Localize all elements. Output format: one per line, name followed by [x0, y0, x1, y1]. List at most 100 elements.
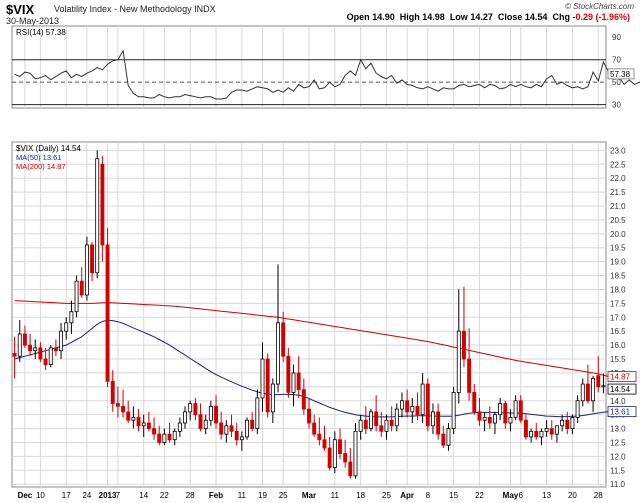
candlestick: [48, 345, 53, 368]
candle-body: [529, 430, 534, 438]
candle-body: [157, 433, 162, 443]
candlestick: [22, 325, 27, 348]
candlestick: [301, 378, 306, 415]
candle-body: [136, 417, 141, 427]
x-axis-label: Mar: [302, 491, 316, 500]
chg-label: Chg: [552, 12, 570, 22]
candlestick: [208, 400, 213, 426]
candlestick: [115, 386, 120, 418]
candlestick: [152, 417, 156, 440]
candle-body: [172, 430, 177, 441]
rsi-line: [14, 49, 640, 100]
candlestick: [379, 411, 384, 437]
candle-body: [105, 244, 110, 382]
candlestick: [332, 431, 337, 474]
candle-body: [307, 408, 311, 424]
price-tick-label: 21.5: [610, 188, 626, 197]
candle-body: [12, 353, 17, 357]
candle-body: [425, 383, 430, 427]
candlestick: [456, 289, 461, 404]
candlestick: [384, 414, 389, 440]
candlestick: [162, 428, 167, 446]
candle-body: [379, 425, 384, 432]
candlestick: [214, 395, 218, 429]
candlestick: [59, 322, 64, 360]
candle-body: [208, 405, 213, 421]
candle-body: [276, 322, 280, 385]
x-axis-label: 18: [356, 491, 365, 500]
candle-body: [369, 411, 373, 429]
candlestick: [141, 414, 146, 437]
candle-body: [477, 411, 482, 421]
rsi-tick-label: 90: [612, 33, 621, 42]
candlestick: [575, 395, 580, 424]
x-axis-label: Feb: [209, 491, 223, 500]
candlestick: [17, 320, 22, 362]
candle-body: [95, 158, 100, 274]
candle-body: [250, 419, 255, 429]
candle-body: [523, 419, 528, 438]
last-price-label-box: [607, 383, 637, 395]
candle-body: [152, 428, 156, 435]
candle-body: [462, 330, 466, 360]
candlestick: [482, 411, 487, 432]
x-axis-label: 7: [116, 491, 121, 500]
candlestick: [405, 389, 410, 418]
candle-body: [534, 430, 539, 438]
ma50-line: [14, 319, 609, 418]
x-axis-label: 28: [186, 491, 195, 500]
candlestick: [260, 342, 265, 412]
candle-body: [255, 397, 260, 429]
candlestick: [467, 328, 472, 401]
candlestick: [286, 347, 291, 398]
candle-body: [188, 403, 193, 413]
candle-body: [374, 411, 379, 427]
candle-body: [518, 400, 523, 421]
candlestick: [549, 420, 554, 440]
chart-header: $VIX Volatility Index - New Methodology …: [0, 0, 640, 26]
candle-body: [575, 400, 580, 418]
price-tick-label: 11.5: [610, 466, 626, 475]
candle-body: [441, 433, 446, 446]
candlestick: [167, 423, 172, 443]
candle-body: [296, 372, 301, 391]
candle-body: [193, 403, 198, 416]
candlestick: [369, 409, 373, 432]
candlestick: [431, 403, 435, 435]
price-tick-label: 23.0: [610, 146, 626, 155]
candle-body: [544, 428, 549, 432]
open-value: 14.90: [372, 12, 395, 22]
candle-body: [224, 425, 229, 435]
candlestick: [146, 411, 151, 432]
candle-body: [64, 322, 69, 332]
candle-body: [353, 430, 358, 477]
x-axis-label: 25: [382, 491, 391, 500]
candlestick: [508, 409, 513, 432]
candlestick: [425, 378, 430, 432]
x-axis-label: Apr: [400, 491, 414, 500]
candle-body: [580, 383, 585, 402]
candle-body: [327, 447, 332, 468]
candlestick: [451, 386, 456, 435]
candlestick: [84, 236, 89, 301]
candle-body: [146, 422, 151, 429]
candle-body: [22, 333, 27, 346]
ma200-line: [14, 300, 609, 377]
candle-body: [467, 358, 472, 393]
high-value: 14.98: [422, 12, 445, 22]
candlestick: [281, 311, 286, 362]
candlestick: [270, 378, 275, 424]
close-value: 14.54: [524, 12, 548, 22]
candlestick: [33, 339, 38, 360]
candlestick: [560, 414, 565, 432]
candle-body: [110, 380, 115, 404]
candle-body: [405, 400, 410, 413]
price-tick-label: 12.5: [610, 438, 626, 447]
x-axis-label: 15: [449, 491, 458, 500]
candle-body: [17, 333, 22, 357]
candle-body: [245, 419, 249, 438]
candlestick: [415, 392, 420, 421]
ma50-legend: MA(50) 13.61: [16, 153, 61, 162]
rsi-legend: RSI(14) 57.38: [16, 28, 66, 37]
candle-body: [343, 453, 348, 463]
